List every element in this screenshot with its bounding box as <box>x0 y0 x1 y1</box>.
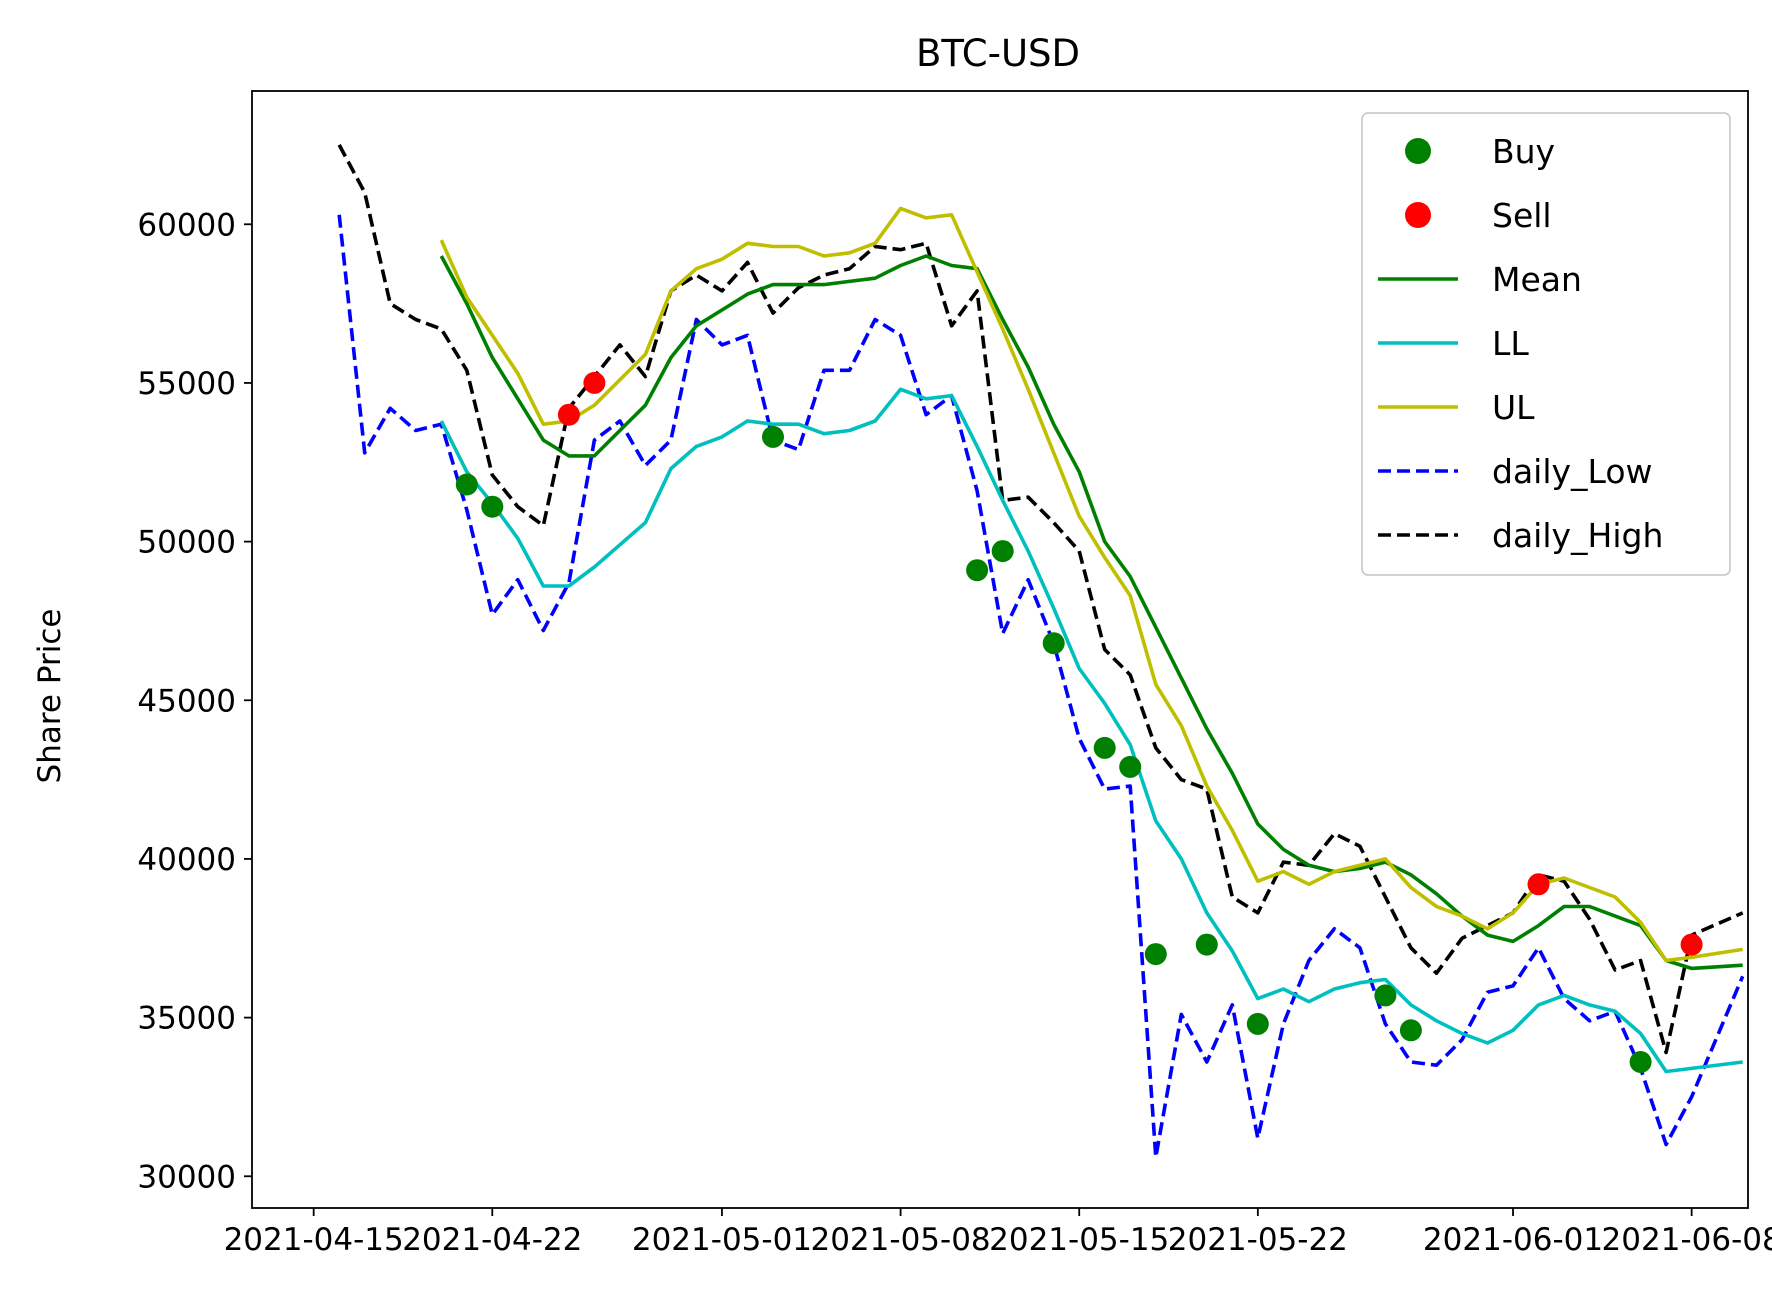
legend-label-buy: Buy <box>1492 132 1555 171</box>
legend-label-ll: LL <box>1492 324 1529 363</box>
y-tick-label: 45000 <box>137 683 236 719</box>
x-tick-label: 2021-05-15 <box>989 1222 1169 1258</box>
sell-marker <box>1680 933 1703 956</box>
legend-label-daily-high: daily_High <box>1492 516 1663 555</box>
series-line-daily-low <box>337 214 1745 1159</box>
legend-item-sell: Sell <box>1405 196 1552 235</box>
series-line-ll <box>439 387 1743 1074</box>
buy-marker <box>1093 736 1116 759</box>
y-tick-label: 40000 <box>137 842 236 878</box>
chart-title: BTC-USD <box>916 32 1080 75</box>
y-tick-label: 35000 <box>137 1001 236 1037</box>
buy-marker <box>1119 755 1142 778</box>
x-tick-label: 2021-04-15 <box>224 1222 404 1258</box>
buy-marker <box>1144 943 1167 966</box>
buy-marker <box>1399 1019 1422 1042</box>
y-tick-label: 50000 <box>137 525 236 561</box>
legend-item-mean: Mean <box>1378 260 1582 299</box>
legend-swatch-buy <box>1405 138 1431 164</box>
y-tick-label: 30000 <box>137 1159 236 1195</box>
sell-marker <box>557 403 580 426</box>
buy-marker <box>455 473 478 496</box>
series-line-ul <box>439 206 1743 963</box>
legend-item-ul: UL <box>1378 388 1535 427</box>
legend-box <box>1361 112 1731 576</box>
x-tick-label: 2021-05-22 <box>1168 1222 1348 1258</box>
buy-marker <box>991 540 1014 563</box>
sell-marker <box>1527 873 1550 896</box>
legend-item-buy: Buy <box>1405 132 1555 171</box>
axes-frame <box>251 90 1749 1209</box>
buy-marker <box>481 495 504 518</box>
buy-marker <box>1195 933 1218 956</box>
legend-item-ll: LL <box>1378 324 1529 363</box>
legend-item-daily-low: daily_Low <box>1378 452 1653 491</box>
x-tick-label: 2021-04-22 <box>402 1222 582 1258</box>
series-line-mean <box>439 254 1743 971</box>
sell-marker <box>583 371 606 394</box>
legend-label-sell: Sell <box>1492 196 1552 235</box>
x-tick-label: 2021-05-08 <box>810 1222 990 1258</box>
legend-label-mean: Mean <box>1492 260 1582 299</box>
buy-marker <box>1042 632 1065 655</box>
x-tick-label: 2021-05-01 <box>632 1222 812 1258</box>
legend: Buy Sell Mean LL UL daily_Low daily_High <box>1361 112 1731 576</box>
legend-label-ul: UL <box>1492 388 1535 427</box>
legend-swatch-sell <box>1405 202 1431 228</box>
y-axis-label: Share Price <box>32 609 68 784</box>
buy-marker <box>1374 984 1397 1007</box>
buy-marker <box>1246 1012 1269 1035</box>
buy-marker <box>1629 1051 1652 1073</box>
legend-item-daily-high: daily_High <box>1378 516 1663 555</box>
legend-label-daily-low: daily_Low <box>1492 452 1653 491</box>
y-tick-label: 60000 <box>137 207 236 243</box>
buy-marker <box>966 559 989 582</box>
x-tick-label: 2021-06-08 <box>1602 1222 1772 1258</box>
axes: 30000 35000 40000 45000 50000 55000 60000 2021-… <box>137 90 1772 1258</box>
x-tick-label: 2021-06-01 <box>1423 1222 1603 1258</box>
y-tick-label: 55000 <box>137 366 236 402</box>
buy-marker <box>762 425 784 448</box>
